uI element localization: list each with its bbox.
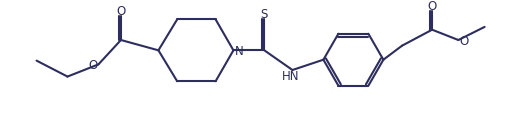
Text: O: O	[428, 0, 437, 13]
Text: N: N	[235, 44, 243, 57]
Text: O: O	[116, 4, 126, 17]
Text: S: S	[261, 8, 268, 21]
Text: O: O	[88, 58, 97, 71]
Text: O: O	[459, 34, 469, 47]
Text: HN: HN	[282, 70, 299, 82]
